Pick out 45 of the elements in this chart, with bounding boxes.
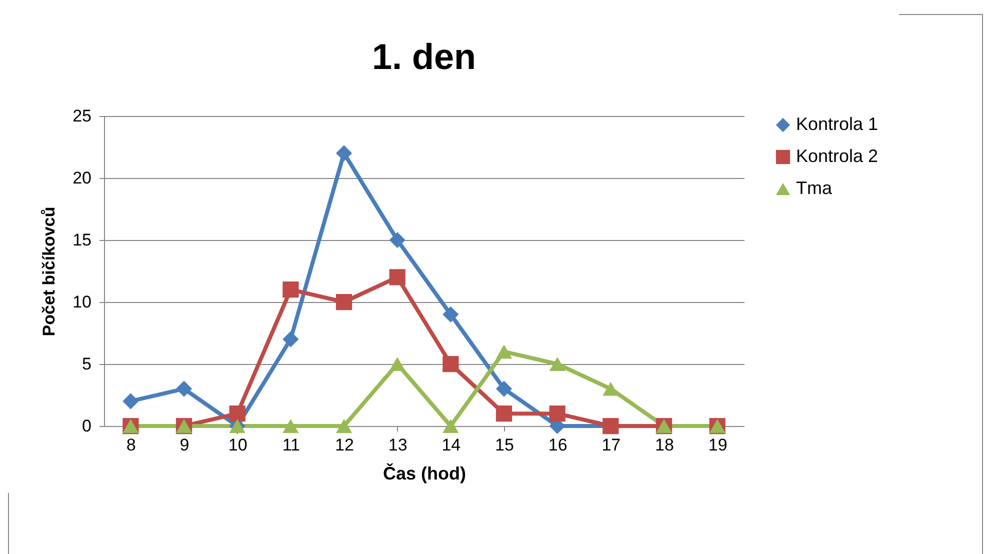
x-tick-label: 18 [655,436,674,454]
point [389,232,406,248]
point [336,419,352,433]
point [282,419,299,433]
point [442,419,459,433]
x-tick-label: 13 [388,436,408,454]
x-tick-label: 9 [180,436,190,454]
y-tick-label: 15 [72,230,92,250]
y-tick-label: 10 [72,292,92,312]
y-tick-label: 5 [82,354,92,374]
x-tick-label: 16 [548,436,568,454]
point [176,380,192,397]
x-tick-label: 12 [335,436,354,454]
point [602,382,619,396]
x-axis-title: Čas (hod) [383,462,466,484]
legend-label: Kontrola 2 [796,146,878,166]
y-axis-title: Počet bičíkovců [40,206,59,336]
point [389,357,406,371]
x-tick-label: 15 [495,436,514,454]
point [549,357,566,371]
point [389,269,406,286]
point [282,282,299,298]
x-tick-label: 14 [442,436,461,454]
legend-label: Tma [796,178,833,198]
point [229,406,246,422]
x-tick-label: 17 [602,436,621,454]
y-tick-label: 20 [72,168,92,188]
x-tick-label: 10 [228,436,248,454]
point [122,393,139,410]
point [282,331,299,348]
x-tick-label: 8 [126,436,136,454]
legend-label: Kontrola 1 [796,114,878,134]
point [496,406,512,422]
y-tick-label: 0 [82,416,92,436]
y-tick-label: 25 [72,106,92,126]
point [336,294,352,310]
x-tick-label: 11 [282,436,300,454]
x-tick-label: 19 [708,436,728,454]
point [336,145,352,162]
point [442,306,459,322]
point [496,344,512,359]
point [442,356,459,372]
point [496,380,512,397]
chart-title: 1. den [372,36,476,77]
point [549,406,566,422]
